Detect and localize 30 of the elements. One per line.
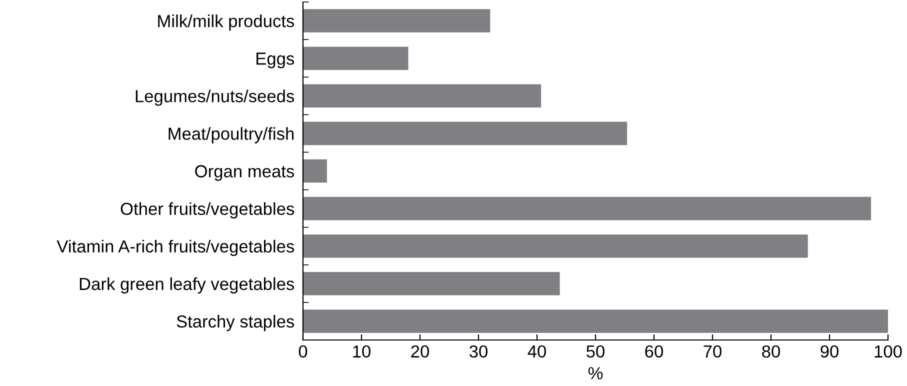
- y-tick-label: Organ meats: [195, 165, 294, 181]
- y-tick-label: Other fruits/vegetables: [120, 202, 294, 218]
- x-tick-label: 90: [820, 345, 838, 358]
- x-tick-label: 70: [704, 345, 722, 358]
- x-axis-title: %: [588, 367, 603, 380]
- bar: [303, 159, 327, 183]
- bar: [303, 46, 408, 70]
- x-tick-label: 0: [298, 345, 308, 358]
- x-tick-label: 80: [762, 345, 780, 358]
- y-tick-label: Milk/milk products: [158, 14, 294, 31]
- bar: [303, 272, 560, 296]
- x-tick-label: 30: [470, 345, 488, 358]
- x-tick-label: 40: [528, 345, 546, 358]
- y-tick-label: Eggs: [256, 52, 294, 68]
- bar: [303, 9, 490, 32]
- x-tick-label: 10: [353, 345, 370, 358]
- y-tick-label: Dark green leafy vegetables: [80, 277, 294, 294]
- y-tick-label: Meat/poultry/fish: [168, 127, 294, 144]
- x-tick-label: 100: [874, 345, 902, 358]
- bar: [303, 84, 542, 108]
- bar: [303, 122, 628, 146]
- x-tick-label: 50: [586, 345, 604, 358]
- bar: [303, 310, 888, 333]
- bar: [303, 196, 872, 220]
- x-tick-label: 60: [645, 345, 663, 358]
- y-tick-label: Legumes/nuts/seeds: [136, 90, 294, 106]
- x-tick-label: 20: [411, 345, 429, 358]
- bar: [303, 234, 808, 258]
- y-tick-label: Starchy staples: [176, 314, 294, 332]
- y-tick-label: Vitamin A-rich fruits/vegetables: [56, 240, 294, 256]
